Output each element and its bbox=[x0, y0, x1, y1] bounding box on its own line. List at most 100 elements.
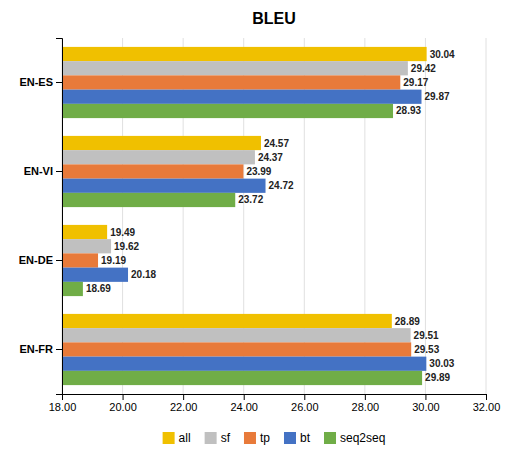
data-label: 24.37 bbox=[258, 152, 283, 163]
bar bbox=[62, 90, 421, 104]
y-axis: EN-ES EN-VI EN-DE EN-FR bbox=[19, 39, 63, 395]
bar bbox=[62, 47, 427, 61]
y-tick: EN-VI bbox=[24, 165, 62, 177]
x-tick-mark bbox=[183, 394, 184, 400]
x-tick: 18.00 bbox=[49, 394, 77, 413]
legend-swatch bbox=[284, 432, 296, 444]
x-tick-mark bbox=[425, 394, 426, 400]
data-label: 30.03 bbox=[429, 358, 454, 369]
bar bbox=[62, 268, 128, 282]
legend-label: bt bbox=[300, 431, 311, 445]
y-tick-label: EN-DE bbox=[19, 254, 53, 266]
bar bbox=[62, 253, 98, 267]
bar bbox=[62, 225, 107, 239]
legend-item: bt bbox=[284, 431, 311, 445]
bar bbox=[62, 239, 111, 253]
y-tick: EN-ES bbox=[19, 76, 62, 88]
legend-swatch bbox=[205, 432, 217, 444]
data-labels: 30.04 24.57 19.49 28.89 29.42 24.37 19.62 29.51… bbox=[86, 49, 455, 384]
x-tick-mark bbox=[304, 394, 305, 400]
legend-item: all bbox=[163, 431, 191, 445]
bar bbox=[62, 164, 243, 178]
data-label: 19.62 bbox=[114, 241, 139, 252]
data-label: 30.04 bbox=[430, 49, 455, 60]
x-tick: 26.00 bbox=[291, 394, 319, 413]
y-tick-mark bbox=[56, 260, 62, 261]
y-tick-mark bbox=[56, 349, 62, 350]
x-tick-mark bbox=[123, 394, 124, 400]
bar bbox=[62, 371, 422, 385]
legend-swatch bbox=[324, 432, 336, 444]
legend-label: all bbox=[179, 431, 191, 445]
data-label: 28.93 bbox=[396, 105, 421, 116]
x-tick-label: 24.00 bbox=[230, 401, 258, 413]
data-label: 29.42 bbox=[411, 63, 436, 74]
y-tick-mark bbox=[56, 82, 62, 83]
legend-item: sf bbox=[205, 431, 231, 445]
x-tick: 20.00 bbox=[109, 394, 137, 413]
x-tick: 22.00 bbox=[170, 394, 198, 413]
bar bbox=[62, 328, 411, 342]
data-label: 29.89 bbox=[425, 372, 450, 383]
legend-item: seq2seq bbox=[324, 431, 385, 445]
data-label: 29.53 bbox=[414, 344, 439, 355]
legend-item: tp bbox=[244, 431, 270, 445]
bar bbox=[62, 61, 408, 75]
bar bbox=[62, 179, 266, 193]
bar bbox=[62, 342, 411, 356]
legend-label: seq2seq bbox=[340, 431, 385, 445]
x-tick-label: 30.00 bbox=[412, 401, 440, 413]
bar bbox=[62, 357, 426, 371]
data-label: 28.89 bbox=[395, 316, 420, 327]
x-tick-label: 28.00 bbox=[352, 401, 380, 413]
chart: BLEU 30.04 24.57 19.49 28.89 29.42 24.37 19.62 2… bbox=[0, 0, 528, 458]
data-label: 24.72 bbox=[269, 180, 294, 191]
data-label: 18.69 bbox=[86, 283, 111, 294]
bar bbox=[62, 282, 83, 296]
y-tick-label: EN-FR bbox=[19, 343, 53, 355]
data-label: 29.51 bbox=[414, 330, 439, 341]
x-axis-line bbox=[63, 395, 487, 401]
data-label: 23.99 bbox=[246, 166, 271, 177]
x-tick-label: 22.00 bbox=[170, 401, 198, 413]
x-tick-label: 32.00 bbox=[473, 401, 501, 413]
data-label: 24.57 bbox=[264, 138, 289, 149]
data-label: 19.49 bbox=[110, 227, 135, 238]
data-label: 29.17 bbox=[403, 77, 428, 88]
x-tick-label: 18.00 bbox=[49, 401, 77, 413]
x-tick: 32.00 bbox=[473, 394, 501, 413]
bar bbox=[62, 150, 255, 164]
legend-swatch bbox=[163, 432, 175, 444]
data-label: 20.18 bbox=[131, 269, 156, 280]
y-tick-label: EN-VI bbox=[24, 165, 53, 177]
x-tick-label: 20.00 bbox=[109, 401, 137, 413]
bar bbox=[62, 136, 261, 150]
legend-label: sf bbox=[221, 431, 231, 445]
bar bbox=[62, 75, 400, 89]
x-tick: 24.00 bbox=[230, 394, 258, 413]
y-tick-label: EN-ES bbox=[19, 76, 53, 88]
x-tick-mark bbox=[365, 394, 366, 400]
y-tick-mark bbox=[56, 171, 62, 172]
x-tick-mark bbox=[244, 394, 245, 400]
bar bbox=[62, 104, 393, 118]
legend-label: tp bbox=[260, 431, 270, 445]
x-tick-mark bbox=[486, 394, 487, 400]
data-label: 23.72 bbox=[238, 194, 263, 205]
x-tick: 28.00 bbox=[352, 394, 380, 413]
grid-line bbox=[486, 38, 487, 394]
data-label: 19.19 bbox=[101, 255, 126, 266]
x-axis: 18.00 20.00 22.00 24.00 26.00 28.00 30.00 32.00 bbox=[49, 394, 501, 413]
bars bbox=[62, 47, 427, 385]
legend: all sf tp bt seq2seq bbox=[163, 431, 386, 445]
y-tick: EN-DE bbox=[19, 254, 62, 266]
bar bbox=[62, 314, 392, 328]
legend-swatch bbox=[244, 432, 256, 444]
bar bbox=[62, 193, 235, 207]
grid bbox=[62, 38, 486, 394]
title: BLEU bbox=[252, 10, 296, 27]
x-tick-label: 26.00 bbox=[291, 401, 319, 413]
y-axis-line bbox=[56, 39, 63, 395]
y-tick: EN-FR bbox=[19, 343, 62, 355]
data-label: 29.87 bbox=[424, 91, 449, 102]
